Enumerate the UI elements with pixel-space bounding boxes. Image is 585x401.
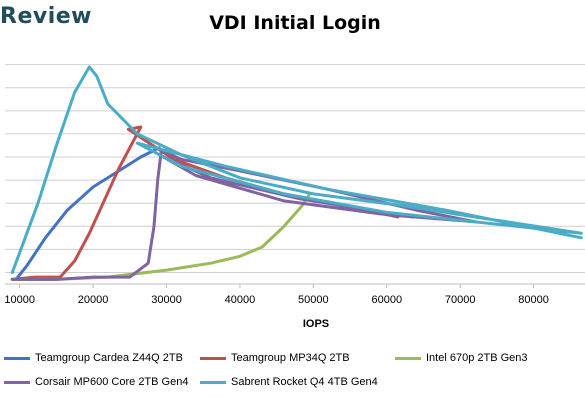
series-line-4 — [10, 65, 583, 274]
x-tick-label: 80000 — [518, 294, 549, 306]
x-tick-label: 50000 — [298, 294, 329, 306]
legend-item-intel-670p: Intel 670p 2TB Gen3 — [395, 350, 528, 366]
series-line-2 — [10, 192, 312, 281]
legend-label: Teamgroup MP34Q 2TB — [231, 352, 350, 364]
x-axis-label: IOPS — [303, 318, 329, 330]
x-tick-label: 40000 — [225, 294, 256, 306]
x-tick-label: 60000 — [371, 294, 402, 306]
x-tick-label: 70000 — [445, 294, 476, 306]
x-axis — [5, 283, 585, 288]
chart-title: VDI Initial Login — [209, 12, 381, 34]
legend-item-sabrent-rocket: Sabrent Rocket Q4 4TB Gen4 — [200, 374, 378, 390]
legend-swatch — [4, 356, 30, 360]
x-tick-label: 30000 — [151, 294, 182, 306]
legend-swatch — [4, 380, 30, 384]
legend-item-teamgroup-cardea: Teamgroup Cardea Z44Q 2TB — [4, 350, 183, 366]
line-chart: 10000 20000 30000 40000 50000 60000 70000 80000… — [4, 64, 585, 330]
legend-item-corsair-mp600: Corsair MP600 Core 2TB Gen4 — [4, 374, 188, 390]
series-lines — [10, 65, 583, 281]
legend-label: Sabrent Rocket Q4 4TB Gen4 — [231, 376, 378, 388]
x-tick-label: 20000 — [78, 294, 109, 306]
legend-swatch — [395, 356, 421, 360]
x-tick-label: 10000 — [4, 294, 35, 306]
legend-swatch — [200, 380, 226, 384]
legend-swatch — [200, 356, 226, 360]
grid-lines — [5, 64, 585, 273]
legend-label: Corsair MP600 Core 2TB Gen4 — [35, 376, 189, 388]
legend-label: Intel 670p 2TB Gen3 — [426, 352, 528, 364]
brand-logo-text: Review — [0, 4, 92, 29]
legend: Teamgroup Cardea Z44Q 2TB Teamgroup MP34… — [0, 348, 585, 398]
legend-item-teamgroup-mp34q: Teamgroup MP34Q 2TB — [200, 350, 350, 366]
x-tick-labels: 10000 20000 30000 40000 50000 60000 70000 80000 — [4, 294, 549, 306]
legend-label: Teamgroup Cardea Z44Q 2TB — [35, 352, 183, 364]
series-line-0 — [14, 146, 161, 281]
